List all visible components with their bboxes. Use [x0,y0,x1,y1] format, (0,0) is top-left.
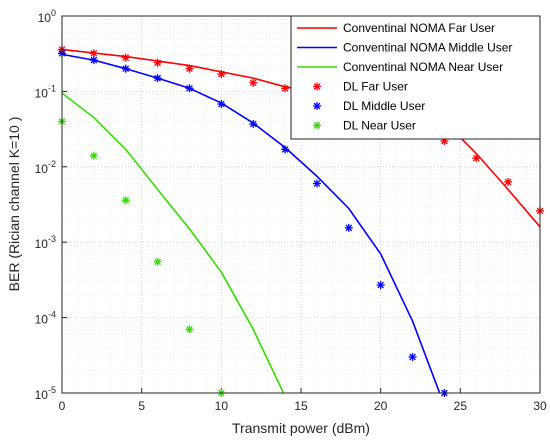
data-point-series-5 [89,151,98,160]
x-tick-label: 20 [374,399,388,413]
legend-entry-label: DL Middle User [343,99,425,113]
legend-entry-label: DL Near User [343,119,416,133]
data-point-series-5 [185,325,194,334]
data-point-series-3 [281,84,290,93]
x-tick-label: 10 [215,399,229,413]
data-point-series-4 [312,179,321,188]
x-tick-label: 30 [533,399,547,413]
data-point-series-5 [153,257,162,266]
y-axis-title: BER (Rician channel K=10 ) [6,117,22,292]
x-tick-label: 5 [138,399,145,413]
y-tick-label: 10-3 [35,234,56,251]
x-axis-title: Transmit power (dBm) [232,420,370,436]
y-tick-label: 10-4 [35,310,56,327]
legend-entry-label: DL Far User [343,80,408,94]
legend-entry-label: Conventinal NOMA Near User [343,60,503,74]
legend-box [290,15,541,140]
legend-marker-swatch [313,121,321,130]
x-tick-label: 15 [294,399,308,413]
legend-marker-swatch [313,102,321,110]
data-point-series-4 [121,64,130,73]
x-tick-label: 0 [59,399,66,413]
legend-entry-label: Conventinal NOMA Far User [343,21,495,35]
y-tick-label: 100 [38,8,56,25]
y-tick-label: 10-1 [35,83,56,100]
data-point-series-4 [249,119,258,128]
data-point-series-3 [153,58,162,67]
series-layer [58,45,544,397]
data-point-series-4 [344,223,353,232]
data-point-series-3 [472,154,481,163]
series-line-2 [61,92,285,394]
data-point-series-3 [121,53,130,62]
data-point-series-5 [121,196,130,205]
legend: Conventinal NOMA Far User Conventinal NOM… [290,15,541,140]
y-tick-label: 10-5 [35,385,56,402]
y-tick-label: 10-2 [35,159,56,176]
data-point-series-3 [249,78,258,87]
data-point-series-3 [185,64,194,73]
data-point-series-4 [89,56,98,65]
data-point-series-4 [408,353,417,362]
data-point-series-4 [217,100,226,109]
data-point-series-3 [504,177,513,186]
x-tick-label: 25 [454,399,468,413]
data-point-series-4 [376,281,385,290]
data-point-series-4 [185,84,194,93]
legend-entry-label: Conventinal NOMA Middle User [343,41,512,55]
data-point-series-3 [89,49,98,58]
legend-marker-swatch [313,82,321,91]
data-point-series-3 [217,70,226,79]
x-axis-ticks: 0 5 10 15 20 25 30 [59,388,547,413]
data-point-series-4 [281,145,290,154]
data-point-series-4 [153,74,162,83]
